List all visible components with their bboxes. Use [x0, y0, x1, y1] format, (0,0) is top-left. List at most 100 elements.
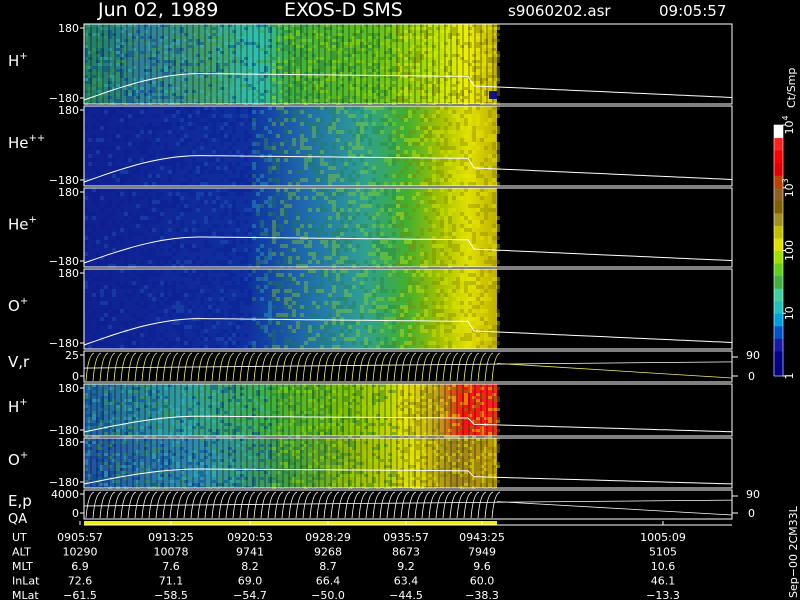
panel-label: E,p: [8, 492, 32, 510]
axis-row-value: 9.6: [473, 560, 491, 573]
colorbar-tick-label: 10: [783, 306, 796, 320]
colorbar-tick-label: 103: [781, 178, 796, 197]
colorbar: Ct/Smp 1 10 100 103 104: [773, 68, 798, 380]
panel-frame: [83, 105, 733, 187]
colorbar-title: Ct/Smp: [785, 68, 798, 108]
panel-label-superscript: +: [19, 397, 27, 408]
header-file: s9060202.asr: [508, 2, 611, 20]
colorbar-swatch: [774, 325, 783, 339]
spectrogram-fill: [84, 188, 497, 267]
panel-he-plus: 180 −180 He+: [8, 186, 733, 268]
colorbar-swatch: [774, 200, 783, 214]
axis-row-value: 69.0: [238, 575, 263, 588]
axis-table: UT 0905:57 0913:25 0920:53 0928:29 0935:57 094…: [12, 521, 686, 600]
pitch-angle-trace: [83, 73, 733, 101]
axis-row-value: −54.7: [233, 589, 267, 600]
panel-ep: 90 0 4000 0 E,p: [8, 488, 760, 520]
panel-h-plus-2: 180 −180 H+: [8, 382, 733, 438]
panel-frame: [83, 187, 733, 268]
trace-lines: [85, 352, 501, 382]
axis-row-value: 7949: [468, 546, 496, 559]
right-axis-max: 90: [746, 349, 760, 362]
panel-label-superscript: +: [19, 51, 27, 62]
axis-row-value: 8673: [392, 546, 420, 559]
right-axis-max: 90: [746, 488, 760, 501]
right-axis-min: 0: [748, 507, 755, 520]
axis-row-value: 10078: [154, 546, 189, 559]
panel-label: He+: [8, 215, 37, 234]
panel-label: O+: [8, 296, 28, 315]
axis-row-value: 8.7: [319, 560, 337, 573]
colorbar-swatch: [774, 137, 783, 151]
y-axis-min: −180: [49, 476, 79, 489]
axis-row-value: −58.5: [154, 589, 188, 600]
spectrogram-fill: [84, 269, 497, 349]
axis-row-value: 72.6: [68, 575, 93, 588]
header-instrument: EXOS-D SMS: [284, 0, 403, 21]
axis-row-value: 7.6: [162, 560, 180, 573]
panel-label-superscript: ++: [29, 133, 46, 144]
qa-strip: QA: [8, 512, 732, 527]
panel-he-plus-plus: 180 −180 He++: [8, 104, 733, 187]
y-axis-min: 0: [72, 507, 79, 520]
pitch-angle-trace: [83, 415, 733, 433]
y-axis-max: 180: [58, 104, 79, 117]
colorbar-tick-exponent: 4: [781, 115, 790, 120]
trace-line-lower: [496, 501, 733, 516]
colorbar-swatch: [774, 187, 783, 201]
axis-row-value: 66.4: [316, 575, 341, 588]
panel-label: He++: [8, 133, 45, 152]
axis-row-value: −50.0: [311, 589, 345, 600]
spectrogram-fill: [84, 438, 497, 488]
trace-line-lower: [496, 363, 733, 379]
qa-bar: [84, 521, 497, 525]
axis-row-value: 9741: [236, 546, 264, 559]
axis-row-value: 9.2: [397, 560, 415, 573]
y-axis-max: 180: [58, 186, 79, 199]
axis-row-value: 8.2: [241, 560, 259, 573]
axis-row-value: −13.3: [646, 589, 680, 600]
axis-row-value: 0913:25: [148, 531, 194, 544]
side-label: Sep−00 2CM33L: [787, 505, 800, 598]
y-axis-max: 4000: [51, 488, 79, 501]
spectrogram-stripes: [84, 384, 494, 436]
y-axis-min: −180: [49, 337, 79, 350]
spectrogram-texture: [84, 384, 500, 438]
panel-frame: [83, 268, 733, 350]
y-axis-max: 180: [58, 267, 79, 280]
axis-row-name: UT: [12, 531, 27, 544]
axis-row-value: 5105: [649, 546, 677, 559]
header-date: Jun 02, 1989: [97, 0, 218, 21]
panel-frame: [83, 350, 733, 383]
axis-row-value: 71.1: [159, 575, 184, 588]
y-axis-max: 180: [58, 436, 79, 449]
spectrogram-stripes: [84, 24, 494, 104]
panel-stack: 180−180H+180−180He++180−180He+180−180O+9…: [8, 22, 800, 598]
panel-label: H+: [8, 397, 28, 416]
y-axis-min: −180: [49, 174, 79, 187]
axis-row-value: 1005:09: [640, 531, 686, 544]
axis-row-value: 46.1: [651, 575, 676, 588]
colorbar-swatch: [774, 237, 783, 251]
spectrogram-fill: [84, 106, 497, 186]
trace-line-upper: [83, 361, 733, 369]
colorbar-swatch: [774, 225, 783, 239]
header-time: 09:05:57: [659, 2, 726, 20]
axis-row-value: 60.0: [470, 575, 495, 588]
colorbar-tick-label: 1: [783, 373, 796, 380]
panel-o-plus: 180 −180 O+: [8, 267, 733, 350]
y-axis-max: 180: [58, 382, 79, 395]
colorbar-tick-exponent: 3: [781, 178, 790, 183]
colorbar-swatch: [774, 263, 783, 277]
y-axis-min: −180: [49, 92, 79, 105]
y-axis-max: 25: [65, 349, 79, 362]
axis-row-value: 0935:57: [383, 531, 429, 544]
colorbar-swatch: [774, 300, 783, 314]
trace-line-upper: [83, 499, 733, 507]
pitch-angle-trace: [83, 318, 733, 346]
qa-label: QA: [8, 512, 27, 527]
y-axis-min: 0: [72, 370, 79, 383]
spectrogram-fill: [84, 384, 497, 436]
axis-row-value: −38.3: [465, 589, 499, 600]
colorbar-swatch: [774, 313, 783, 327]
